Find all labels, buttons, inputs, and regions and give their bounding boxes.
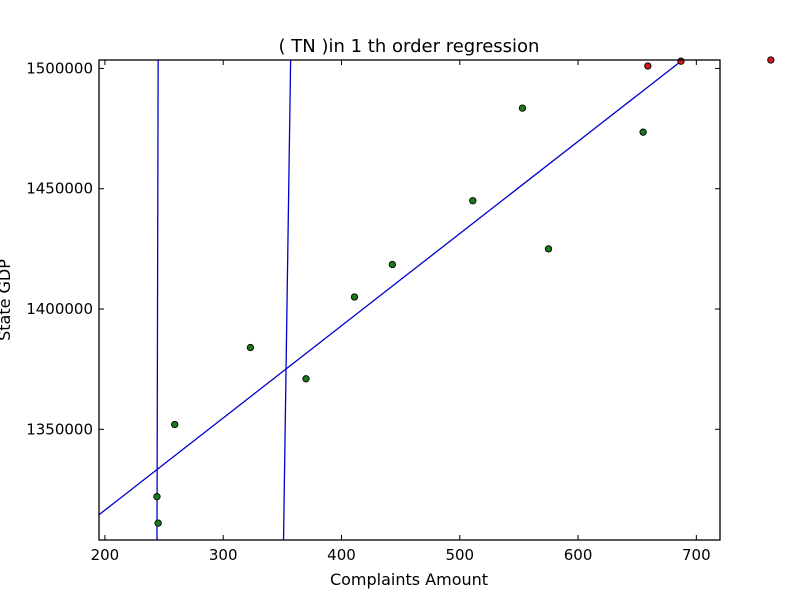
y-axis-label: State GDP bbox=[0, 259, 14, 341]
regression-line-1 bbox=[99, 60, 682, 516]
data-point-3 bbox=[171, 420, 179, 429]
data-point-13 bbox=[677, 57, 685, 65]
chart-title: ( TN )in 1 th order regression bbox=[279, 36, 540, 57]
axis-ticks: 200 300 400 500 600 700 1350000 1400000 1450000 1… bbox=[26, 59, 720, 564]
x-tick-label-600: 600 bbox=[564, 546, 593, 564]
data-points bbox=[153, 56, 775, 527]
data-point-8 bbox=[469, 197, 477, 205]
data-point-7 bbox=[388, 260, 396, 269]
plot-frame bbox=[98, 59, 721, 541]
x-tick-label-400: 400 bbox=[327, 546, 356, 564]
data-point-6 bbox=[350, 293, 359, 301]
data-point-12 bbox=[644, 62, 652, 70]
data-point-5 bbox=[302, 375, 310, 383]
y-tick-label-1450000: 1450000 bbox=[26, 180, 93, 198]
x-tick-label-700: 700 bbox=[682, 546, 711, 564]
regression-line-2 bbox=[156, 60, 159, 540]
y-tick-label-1350000: 1350000 bbox=[26, 420, 93, 438]
x-tick-label-500: 500 bbox=[445, 546, 474, 564]
x-tick-label-200: 200 bbox=[91, 546, 120, 564]
y-tick-label-1400000: 1400000 bbox=[26, 300, 93, 318]
x-tick-label-300: 300 bbox=[209, 546, 238, 564]
data-point-9 bbox=[518, 104, 527, 112]
data-point-11 bbox=[639, 128, 647, 136]
regression-lines bbox=[99, 60, 682, 540]
data-point-4 bbox=[246, 343, 255, 352]
y-tick-label-1500000: 1500000 bbox=[26, 59, 93, 77]
data-point-10 bbox=[544, 245, 553, 253]
data-point-14 bbox=[767, 56, 775, 64]
x-axis-label: Complaints Amount bbox=[330, 570, 488, 589]
regression-line-3 bbox=[282, 60, 292, 540]
data-point-2 bbox=[154, 519, 162, 527]
data-point-1 bbox=[153, 493, 161, 501]
